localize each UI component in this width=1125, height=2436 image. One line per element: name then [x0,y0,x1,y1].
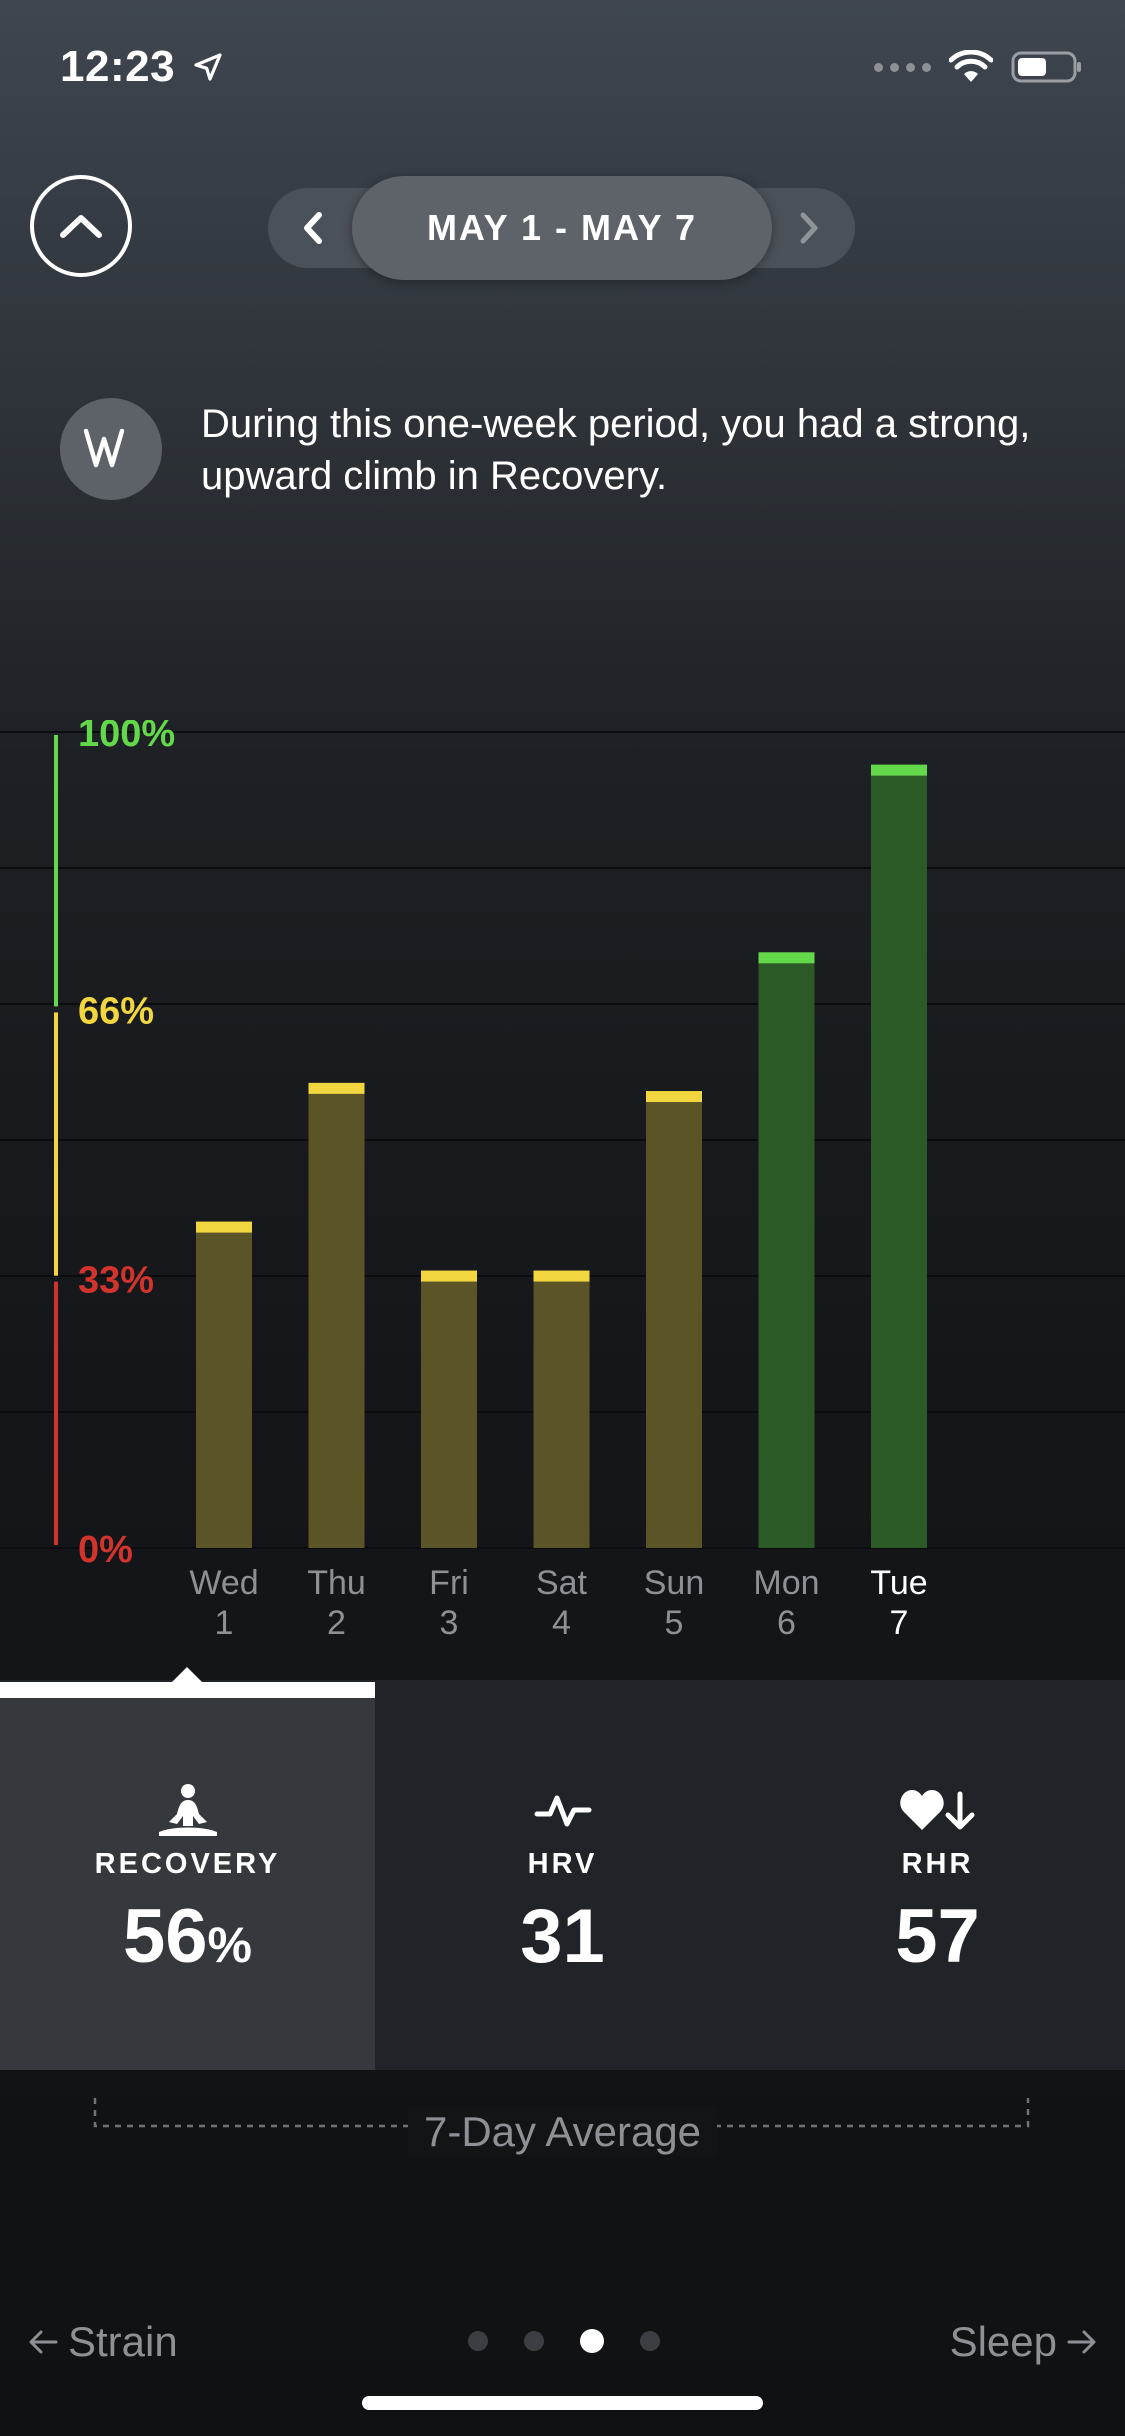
y-axis-tick-label: 100% [78,720,175,755]
whoop-logo-icon [83,427,125,468]
home-indicator[interactable] [362,2396,763,2410]
bar [308,1082,365,1548]
tab-label: RECOVERY [94,1848,281,1880]
cellular-signal-icon [874,62,931,72]
x-axis-date-label: 6 [777,1604,796,1642]
tab-recovery[interactable]: RECOVERY 56% [0,1698,375,2070]
page-dot [468,2331,488,2351]
meditation-icon [158,1784,217,1836]
bar [758,952,815,1548]
previous-week-button[interactable] [282,188,344,268]
x-axis-day-label: Wed [189,1564,258,1602]
bar [533,1270,590,1548]
x-axis-date-label: 4 [552,1604,571,1642]
seven-day-average-label: 7-Day Average [0,2108,1125,2156]
x-axis-day-label: Tue [870,1564,927,1602]
arrow-right-icon [1067,2330,1096,2354]
bar-cap [421,1270,477,1282]
date-range-label[interactable]: MAY 1 - MAY 7 [352,176,772,280]
tab-label: HRV [527,1848,598,1880]
page-dot [524,2331,544,2351]
selected-tab-indicator [0,1682,375,1698]
bar [196,1221,252,1548]
x-axis-date-label: 2 [327,1604,346,1642]
bar-cap [308,1082,365,1094]
arrow-left-icon [29,2330,58,2354]
page-dot [640,2331,660,2351]
selected-tab-pointer [171,1667,203,1683]
heartbeat-pulse-icon [534,1795,591,1827]
page-indicator [468,2329,660,2353]
zone-axis-segment [54,735,58,1007]
tab-label: RHR [901,1848,974,1880]
battery-icon [1011,51,1081,83]
bar-cap [533,1270,590,1282]
next-week-button[interactable] [778,188,840,268]
wifi-icon [949,50,993,82]
x-axis-day-label: Thu [307,1564,366,1602]
insight-badge [60,398,162,500]
page-dot-current [580,2329,604,2353]
insight-text: During this one-week period, you had a s… [201,402,1031,498]
x-axis-day-label: Sun [644,1564,705,1602]
x-axis-day-label: Fri [429,1564,469,1602]
chevron-right-icon [800,212,818,244]
x-axis-day-label: Mon [753,1564,819,1602]
location-arrow-icon [194,53,222,81]
zone-axis-segment [54,1281,58,1545]
bar [421,1270,477,1548]
bar [646,1091,702,1548]
x-axis-date-label: 5 [665,1604,684,1642]
x-axis-date-label: 1 [215,1604,234,1642]
nav-strain-link[interactable]: Strain [28,2318,178,2366]
tab-rhr[interactable]: RHR 57 [750,1698,1125,2070]
collapse-button[interactable] [30,175,132,277]
zone-axis-segment [54,1012,58,1276]
bar-cap [196,1221,252,1233]
x-axis-day-label: Sat [536,1564,588,1602]
chevron-left-icon [304,212,322,244]
nav-sleep-link[interactable]: Sleep [950,2318,1097,2366]
tab-value: 56% [122,1894,252,1979]
y-axis-tick-label: 33% [78,1260,154,1302]
bar-cap [646,1091,702,1103]
tab-value: 57 [895,1894,980,1979]
status-bar-indicators [874,50,1083,84]
status-bar-time: 12:23 [60,42,224,92]
bar [871,764,927,1548]
bar-cap [871,764,927,776]
heart-down-arrow-icon [899,1790,974,1830]
x-axis-date-label: 7 [890,1604,909,1642]
tab-value: 31 [520,1894,605,1979]
bar-cap [758,952,815,964]
x-axis-date-label: 3 [440,1604,459,1642]
tab-hrv[interactable]: HRV 31 [375,1698,750,2070]
y-axis-tick-label: 0% [78,1529,133,1571]
y-axis-tick-label: 66% [78,990,154,1032]
chevron-up-icon [60,215,102,238]
